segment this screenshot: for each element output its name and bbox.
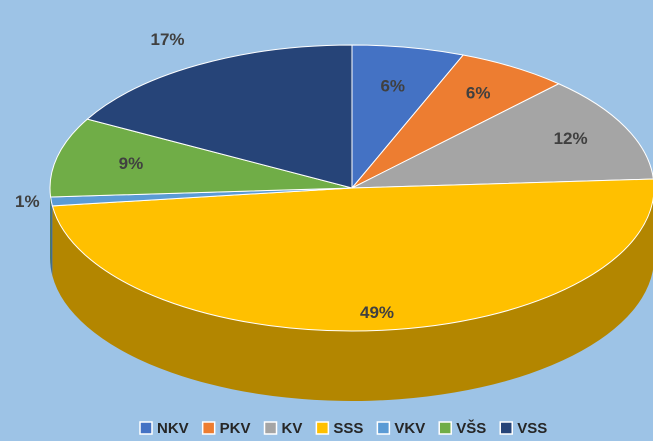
- data-label: 49%: [360, 303, 394, 322]
- legend-swatch: [139, 421, 153, 435]
- slice-side: [50, 196, 53, 276]
- legend-swatch: [499, 421, 513, 435]
- legend-swatch: [315, 421, 330, 435]
- legend-label: NKV: [157, 420, 189, 437]
- data-label: 6%: [466, 83, 491, 102]
- legend-swatch: [376, 421, 391, 435]
- legend-label: PKV: [220, 420, 251, 437]
- legend-label: VSS: [517, 420, 547, 437]
- slice-side: [50, 188, 51, 267]
- legend-swatch: [263, 421, 278, 435]
- slice: [51, 178, 653, 332]
- data-label: 6%: [380, 76, 405, 95]
- legend-label: VKV: [394, 420, 425, 437]
- slice: [49, 118, 353, 198]
- legend-label: SSS: [333, 420, 363, 437]
- data-label: 17%: [151, 30, 185, 49]
- legend-label: KV: [282, 420, 303, 437]
- legend-swatch: [201, 421, 216, 435]
- legend-label: VŠS: [456, 419, 486, 437]
- data-label: 12%: [554, 129, 588, 148]
- data-label: 1%: [15, 192, 40, 211]
- slice: [86, 44, 353, 189]
- legend-swatch: [438, 421, 452, 435]
- data-label: 9%: [119, 154, 144, 173]
- slice: [351, 83, 653, 189]
- slice-side: [52, 199, 653, 401]
